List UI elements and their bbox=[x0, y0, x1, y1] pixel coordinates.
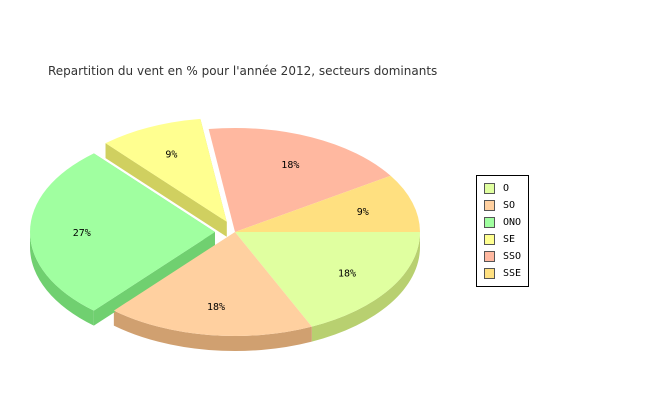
legend-label: SE bbox=[503, 234, 516, 245]
legend-item-o: O bbox=[484, 180, 521, 197]
slice-label-so: 18% bbox=[207, 302, 225, 313]
legend-label: SSO bbox=[503, 251, 522, 262]
slice-label-se: 9% bbox=[165, 150, 177, 161]
pie-slice-se bbox=[105, 118, 227, 222]
legend-label: SSE bbox=[503, 268, 522, 279]
legend-swatch bbox=[484, 234, 495, 245]
pie-slice-o bbox=[235, 232, 420, 327]
legend-swatch bbox=[484, 251, 495, 262]
pie-slice-side bbox=[311, 232, 420, 342]
chart-title: Repartition du vent en % pour l'année 20… bbox=[48, 64, 438, 78]
legend: O SO ONO SE SSO SSE bbox=[476, 175, 530, 287]
slice-label-sse: 9% bbox=[357, 207, 369, 218]
legend-label: SO bbox=[503, 200, 516, 211]
pie-slice-ono bbox=[29, 153, 215, 311]
legend-item-sso: SSO bbox=[484, 248, 521, 265]
slice-label-sso: 18% bbox=[281, 160, 299, 171]
legend-label: O bbox=[503, 183, 510, 194]
legend-item-sse: SSE bbox=[484, 265, 521, 282]
pie-slice-side bbox=[113, 310, 312, 351]
legend-item-so: SO bbox=[484, 197, 521, 214]
pie-slice-side bbox=[30, 232, 94, 326]
legend-swatch bbox=[484, 200, 495, 211]
legend-swatch bbox=[484, 217, 495, 228]
legend-item-ono: ONO bbox=[484, 214, 521, 231]
legend-swatch bbox=[484, 183, 495, 194]
slice-label-ono: 27% bbox=[73, 228, 91, 239]
pie-slice-edge bbox=[105, 143, 227, 237]
legend-swatch bbox=[484, 268, 495, 279]
legend-label: ONO bbox=[503, 217, 522, 228]
pie-slice-sse bbox=[235, 175, 420, 232]
slice-label-o: 18% bbox=[338, 268, 356, 279]
pie-slice-edge bbox=[93, 232, 215, 326]
pie-slice-so bbox=[113, 232, 312, 336]
legend-item-se: SE bbox=[484, 231, 521, 248]
pie-slice-sso bbox=[208, 128, 391, 232]
